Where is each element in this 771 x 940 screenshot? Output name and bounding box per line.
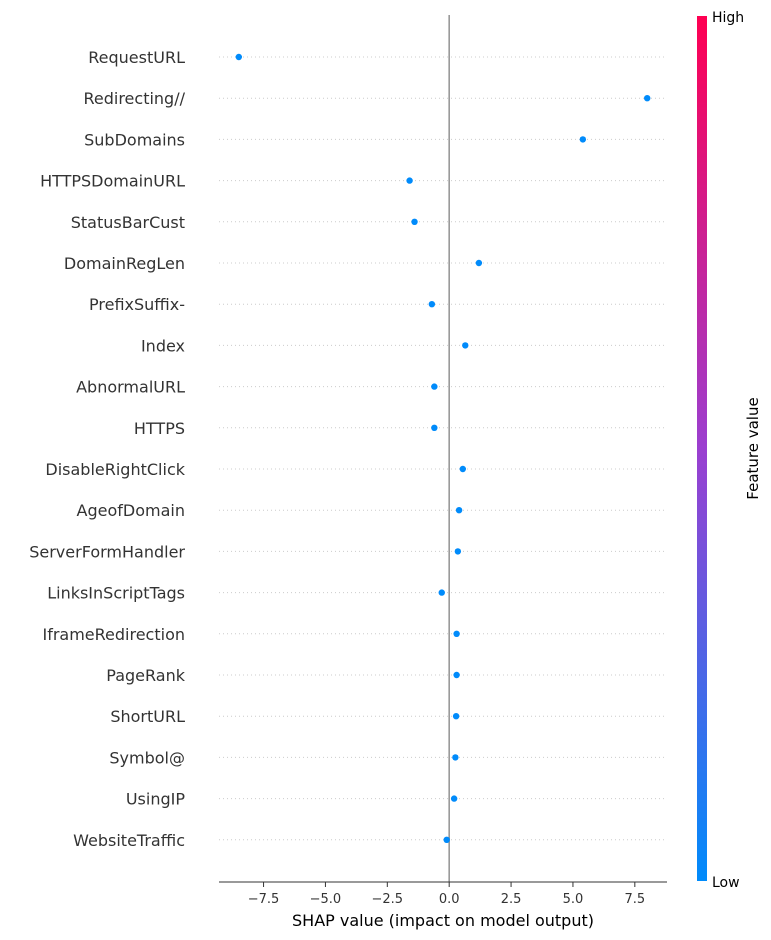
feature-label: Index	[141, 336, 185, 355]
feature-label: PrefixSuffix-	[89, 295, 185, 314]
colorbar: High Low Feature value	[697, 10, 762, 891]
colorbar-gradient	[697, 16, 707, 881]
x-axis-title: SHAP value (impact on model output)	[292, 911, 594, 930]
feature-label: Redirecting//	[83, 89, 185, 108]
feature-label: PageRank	[106, 666, 185, 685]
feature-label: DisableRightClick	[45, 460, 185, 479]
feature-label: SubDomains	[84, 130, 185, 149]
shap-point	[643, 95, 651, 102]
shap-point	[450, 795, 458, 802]
x-tick-label: −2.5	[372, 892, 404, 907]
feature-label: HTTPS	[134, 419, 185, 438]
feature-label: ServerFormHandler	[29, 542, 185, 561]
shap-point	[453, 630, 460, 637]
feature-label: StatusBarCust	[71, 213, 185, 232]
feature-label: UsingIP	[126, 790, 186, 809]
x-axis-ticks: −7.5 −5.0 −2.5 0.0 2.5 5.0 7.5	[248, 882, 645, 907]
feature-label: AgeofDomain	[77, 501, 185, 520]
shap-point	[428, 301, 436, 308]
shap-point	[453, 671, 460, 679]
x-tick-label: −5.0	[310, 892, 342, 907]
shap-point	[406, 177, 413, 184]
colorbar-high-label: High	[712, 10, 744, 26]
shap-point	[431, 424, 438, 431]
feature-label: IframeRedirection	[42, 625, 185, 644]
shap-point	[431, 383, 438, 390]
shap-point	[475, 259, 483, 267]
feature-label: DomainRegLen	[64, 254, 185, 273]
feature-label: HTTPSDomainURL	[40, 172, 185, 191]
shap-point	[452, 713, 460, 720]
colorbar-title: Feature value	[744, 397, 762, 499]
shap-point	[459, 465, 467, 473]
feature-label: LinksInScriptTags	[47, 584, 185, 603]
x-tick-label: 5.0	[563, 892, 584, 907]
shap-point	[235, 53, 243, 61]
x-tick-label: 0.0	[439, 892, 460, 907]
shap-point	[454, 548, 462, 555]
x-tick-label: −7.5	[248, 892, 280, 907]
row-guide-lines	[219, 56, 667, 841]
feature-labels: RequestURLRedirecting//SubDomainsHTTPSDo…	[29, 48, 186, 850]
shap-point	[438, 589, 445, 596]
shap-point	[455, 507, 463, 514]
shap-point	[443, 836, 450, 843]
shap-point	[452, 754, 459, 761]
feature-label: ShortURL	[110, 707, 185, 726]
feature-label: AbnormalURL	[76, 378, 185, 397]
colorbar-low-label: Low	[712, 875, 740, 891]
feature-label: Symbol@	[109, 748, 185, 767]
feature-label: RequestURL	[88, 48, 185, 67]
points-layer	[235, 53, 651, 843]
x-tick-label: 2.5	[501, 892, 522, 907]
x-tick-label: 7.5	[624, 892, 645, 907]
feature-label: WebsiteTraffic	[73, 831, 185, 850]
shap-point	[462, 342, 469, 349]
shap-point	[411, 218, 418, 225]
shap-point	[579, 136, 587, 143]
